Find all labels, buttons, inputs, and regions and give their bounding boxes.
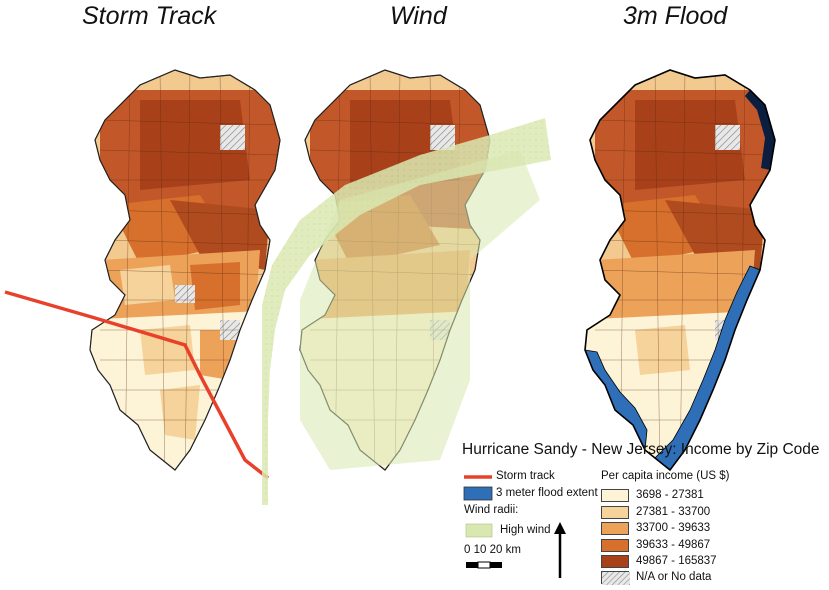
legend-symbols xyxy=(463,475,502,569)
legend-wind-radii: Wind radii: xyxy=(464,504,519,516)
income-class-label: 3698 - 27381 xyxy=(636,489,704,501)
north-arrow-icon xyxy=(554,522,566,578)
panel-title-wind: Wind xyxy=(390,2,447,30)
panel-storm-track xyxy=(89,69,281,471)
legend-income-title: Per capita income (US $) xyxy=(601,470,730,482)
legend-scale: 0 10 20 km xyxy=(464,544,521,556)
legend-na: N/A or No data xyxy=(636,571,712,583)
panel-title-flood: 3m Flood xyxy=(623,2,728,30)
legend-flood: 3 meter flood extent xyxy=(496,487,598,499)
income-class-label: 39633 - 49867 xyxy=(636,538,711,551)
legend-high-wind: High wind xyxy=(500,524,551,536)
income-swatch xyxy=(601,522,629,535)
income-swatch xyxy=(601,538,629,552)
legend-title: Hurricane Sandy - New Jersey: Income by … xyxy=(462,441,820,458)
panel-flood xyxy=(584,69,776,471)
income-class-label: 27381 - 33700 xyxy=(636,505,711,518)
income-swatch xyxy=(601,505,629,519)
income-swatch xyxy=(601,555,629,568)
panel-title-storm-track: Storm Track xyxy=(82,2,217,30)
na-swatch xyxy=(601,571,630,585)
income-swatch xyxy=(601,489,629,502)
income-class-label: 49867 - 165837 xyxy=(636,555,717,567)
income-class-label: 33700 - 39633 xyxy=(636,522,711,534)
legend-storm-track: Storm track xyxy=(496,470,555,482)
scale-bar xyxy=(466,561,502,569)
storm-track-line xyxy=(4,290,270,480)
